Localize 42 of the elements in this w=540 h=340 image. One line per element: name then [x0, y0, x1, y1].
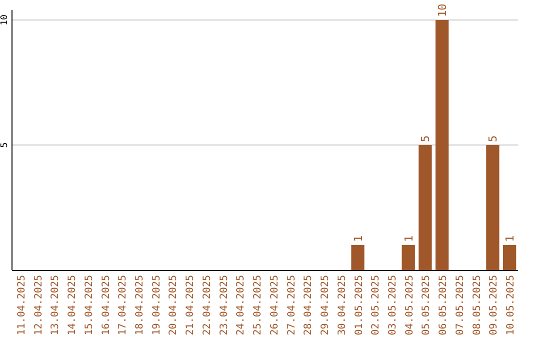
bar	[436, 20, 449, 270]
x-tick-label: 10.05.2025	[506, 275, 517, 336]
x-tick-label: 07.05.2025	[454, 275, 466, 336]
x-tick-label: 18.04.2025	[134, 275, 146, 336]
x-tick-label: 15.04.2025	[84, 275, 95, 336]
data-label: 1	[504, 235, 517, 242]
x-tick-label: 06.05.2025	[438, 275, 450, 336]
bar	[351, 245, 364, 270]
bar	[418, 145, 432, 270]
x-tick-label: 03.05.2025	[388, 275, 398, 336]
x-tick-label: 28.04.2025	[303, 275, 314, 336]
x-tick-label: 20.04.2025	[168, 275, 180, 336]
x-tick-label: 22.04.2025	[202, 275, 213, 336]
x-tick-label: 21.04.2025	[185, 275, 196, 336]
x-tick-label: 19.04.2025	[151, 275, 162, 336]
bar	[502, 245, 516, 270]
x-tick-label: 29.04.2025	[320, 275, 332, 336]
x-tick-label: 26.04.2025	[269, 275, 280, 336]
bar	[486, 145, 500, 270]
x-tick-label: 11.04.2025	[16, 275, 28, 336]
x-tick-label: 09.05.2025	[488, 275, 500, 336]
x-tick-label: 16.04.2025	[100, 275, 112, 336]
x-tick-label: 01.05.2025	[354, 275, 365, 336]
data-label: 1	[402, 235, 416, 242]
data-label: 1	[352, 235, 365, 242]
x-tick-label: 27.04.2025	[286, 275, 298, 336]
data-label: 5	[419, 135, 432, 142]
x-tick-label: 23.04.2025	[218, 275, 230, 336]
x-tick-label: 12.04.2025	[33, 275, 44, 336]
x-tick-label: 17.04.2025	[118, 275, 129, 336]
x-tick-label: 04.05.2025	[404, 275, 416, 336]
x-tick-label: 30.04.2025	[336, 275, 348, 336]
x-tick-label: 02.05.2025	[370, 275, 382, 336]
x-tick-label: 05.05.2025	[421, 275, 432, 336]
data-label: 5	[486, 135, 500, 142]
x-tick-label: 25.04.2025	[252, 275, 264, 336]
x-tick-label: 14.04.2025	[67, 275, 78, 336]
data-label: 10	[436, 4, 450, 17]
x-tick-label: 08.05.2025	[472, 275, 483, 336]
bar	[402, 245, 415, 270]
x-tick-label: 24.04.2025	[236, 275, 247, 336]
x-tick-label: 13.04.2025	[50, 275, 62, 336]
